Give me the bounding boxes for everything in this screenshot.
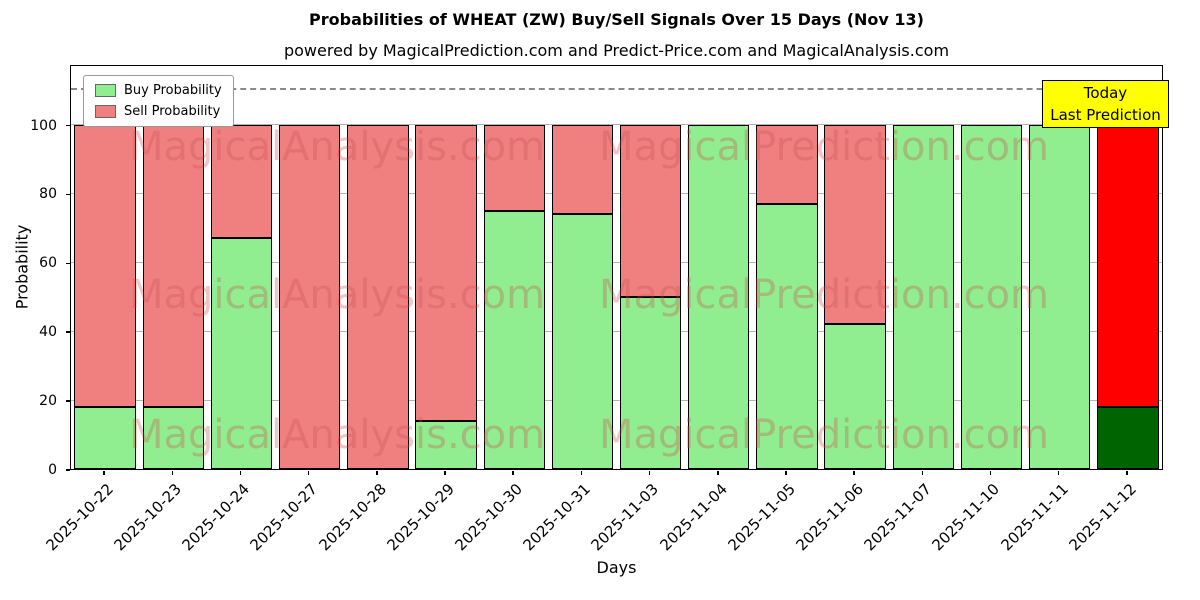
today-annotation: Today Last Prediction <box>1042 80 1169 128</box>
chart-subtitle: powered by MagicalPrediction.com and Pre… <box>283 41 950 60</box>
y-axis: 0 20 40 60 80 100 <box>0 65 70 478</box>
x-tick-label: 2025-10-29 <box>383 480 458 555</box>
sell-bar-segment <box>210 124 273 239</box>
x-tick-mark <box>444 471 446 475</box>
buy-bar-segment <box>892 124 955 469</box>
x-tick-label: 2025-10-27 <box>247 480 322 555</box>
legend-item-sell: Sell Probability <box>95 104 222 119</box>
y-tick-label: 80 <box>39 186 57 203</box>
x-tick-label: 2025-11-10 <box>928 480 1004 555</box>
x-tick-mark <box>785 471 787 475</box>
plot-area: MagicalAnalysis.com MagicalPrediction.co… <box>70 65 1163 470</box>
y-tick-mark <box>66 469 70 471</box>
annotation-line1: Today <box>1083 84 1128 102</box>
buy-swatch <box>95 84 116 97</box>
annotation-line2: Last Prediction <box>1050 106 1161 124</box>
buy-bar-segment <box>960 124 1023 469</box>
buy-bar-segment <box>1029 124 1091 469</box>
sell-bar-segment <box>551 124 614 215</box>
x-tick-mark <box>853 471 855 475</box>
buy-bar-segment <box>756 203 818 469</box>
buy-bar-segment <box>619 296 682 469</box>
x-tick-mark <box>580 471 583 475</box>
sell-bar-segment <box>347 124 409 469</box>
x-tick-label: 2025-11-06 <box>792 480 867 555</box>
x-axis: 2025-10-22 2025-10-23 2025-10-24 2025-10-27… <box>42 471 1163 586</box>
y-tick-mark <box>66 124 70 127</box>
x-tick-label: 2025-11-12 <box>1065 480 1140 555</box>
x-tick-label: 2025-11-07 <box>860 480 936 555</box>
x-axis-label: Days <box>596 558 637 577</box>
buy-bar-segment <box>483 210 545 469</box>
x-tick-mark <box>171 471 174 475</box>
x-tick-mark <box>717 471 719 475</box>
sell-bar-segment <box>74 124 136 407</box>
sell-bar-segment <box>415 124 477 421</box>
x-tick-label: 2025-11-05 <box>724 480 799 555</box>
y-tick-label: 40 <box>39 324 57 341</box>
x-tick-mark <box>1126 471 1128 475</box>
buy-bar-segment <box>74 407 136 469</box>
x-tick-label: 2025-10-30 <box>451 480 526 555</box>
x-tick-label: 2025-11-11 <box>997 480 1072 555</box>
today-buy-bar-segment <box>1097 407 1159 469</box>
x-tick-label: 2025-10-23 <box>110 480 186 555</box>
sell-swatch <box>95 105 116 118</box>
x-tick-label: 2025-10-31 <box>519 480 595 555</box>
buy-bar-segment <box>824 324 886 469</box>
chart-title: Probabilities of WHEAT (ZW) Buy/Sell Sig… <box>309 10 924 29</box>
gridline <box>71 261 1162 263</box>
sell-bar-segment <box>142 124 204 407</box>
x-tick-mark <box>921 471 924 475</box>
x-tick-mark <box>103 471 105 475</box>
gridline <box>71 192 1162 194</box>
y-tick-mark <box>66 400 70 402</box>
x-tick-label: 2025-10-24 <box>178 480 254 555</box>
x-tick-label: 2025-10-22 <box>42 480 117 555</box>
x-tick-label: 2025-11-03 <box>587 480 663 555</box>
x-tick-mark <box>1057 471 1060 475</box>
x-tick-mark <box>648 471 651 475</box>
x-tick-mark <box>307 471 310 475</box>
legend-sell-label: Sell Probability <box>124 104 221 119</box>
y-tick-mark <box>66 331 70 333</box>
x-tick-mark <box>376 471 378 475</box>
sell-bar-segment <box>483 124 545 211</box>
buy-bar-segment <box>688 124 750 469</box>
gridline <box>71 399 1162 401</box>
sell-bar-segment <box>278 124 341 469</box>
buy-bar-segment <box>551 214 614 469</box>
x-tick-label: 2025-11-04 <box>656 480 731 555</box>
x-tick-mark <box>512 471 514 475</box>
x-tick-mark <box>239 471 242 475</box>
x-tick-mark <box>989 471 992 475</box>
y-tick-label: 60 <box>39 255 57 272</box>
gridline <box>71 124 1162 126</box>
today-sell-bar-segment <box>1097 124 1159 407</box>
buy-bar-segment <box>142 407 204 469</box>
x-tick-label: 2025-10-28 <box>315 480 390 555</box>
y-tick-mark <box>66 193 70 196</box>
y-tick-mark <box>66 262 70 265</box>
buy-bar-segment <box>415 420 477 469</box>
buy-bar-segment <box>210 238 273 469</box>
legend-item-buy: Buy Probability <box>95 83 222 98</box>
y-tick-label: 100 <box>30 117 57 134</box>
sell-bar-segment <box>619 124 682 297</box>
dashed-reference-line <box>71 88 1162 91</box>
y-tick-label: 20 <box>39 393 57 410</box>
legend-buy-label: Buy Probability <box>124 83 222 98</box>
sell-bar-segment <box>756 124 818 204</box>
y-tick-label: 0 <box>48 462 57 478</box>
gridline <box>71 330 1162 332</box>
legend: Buy Probability Sell Probability <box>83 75 234 127</box>
sell-bar-segment <box>824 124 886 325</box>
